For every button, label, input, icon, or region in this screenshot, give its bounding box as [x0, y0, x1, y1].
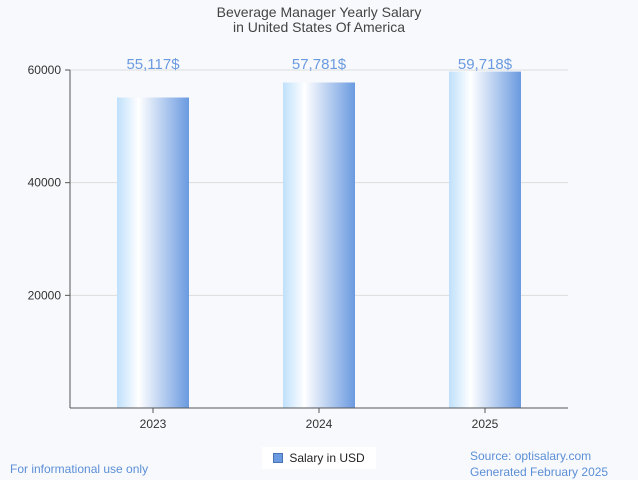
generated-text: Generated February 2025	[470, 465, 609, 479]
salary-bar-chart: Beverage Manager Yearly Salary in United…	[28, 4, 568, 431]
chart-title-line-1: Beverage Manager Yearly Salary	[217, 4, 422, 20]
legend-swatch	[273, 453, 284, 463]
disclaimer-text: For informational use only	[10, 462, 149, 476]
bar-2025	[449, 71, 521, 409]
legend-label: Salary in USD	[289, 451, 365, 465]
bar-2023	[117, 97, 189, 408]
chart-legend: Salary in USD	[262, 447, 376, 469]
chart-title-line-2: in United States Of America	[233, 19, 405, 35]
y-tick-label: 20000	[28, 288, 62, 302]
y-tick-label: 60000	[28, 63, 62, 77]
data-label-2023: 55,117$	[126, 56, 180, 73]
x-tick-label-2024: 2024	[306, 417, 333, 431]
bar-2024	[283, 82, 355, 408]
y-tick-label: 40000	[28, 176, 62, 190]
source-block: Source: optisalary.com Generated Februar…	[470, 448, 608, 480]
x-tick-label-2023: 2023	[140, 417, 167, 431]
data-label-2024: 57,781$	[292, 56, 347, 73]
source-text: Source: optisalary.com	[470, 449, 592, 463]
x-tick-label-2025: 2025	[472, 417, 499, 431]
data-label-2025: 59,718$	[458, 56, 513, 73]
